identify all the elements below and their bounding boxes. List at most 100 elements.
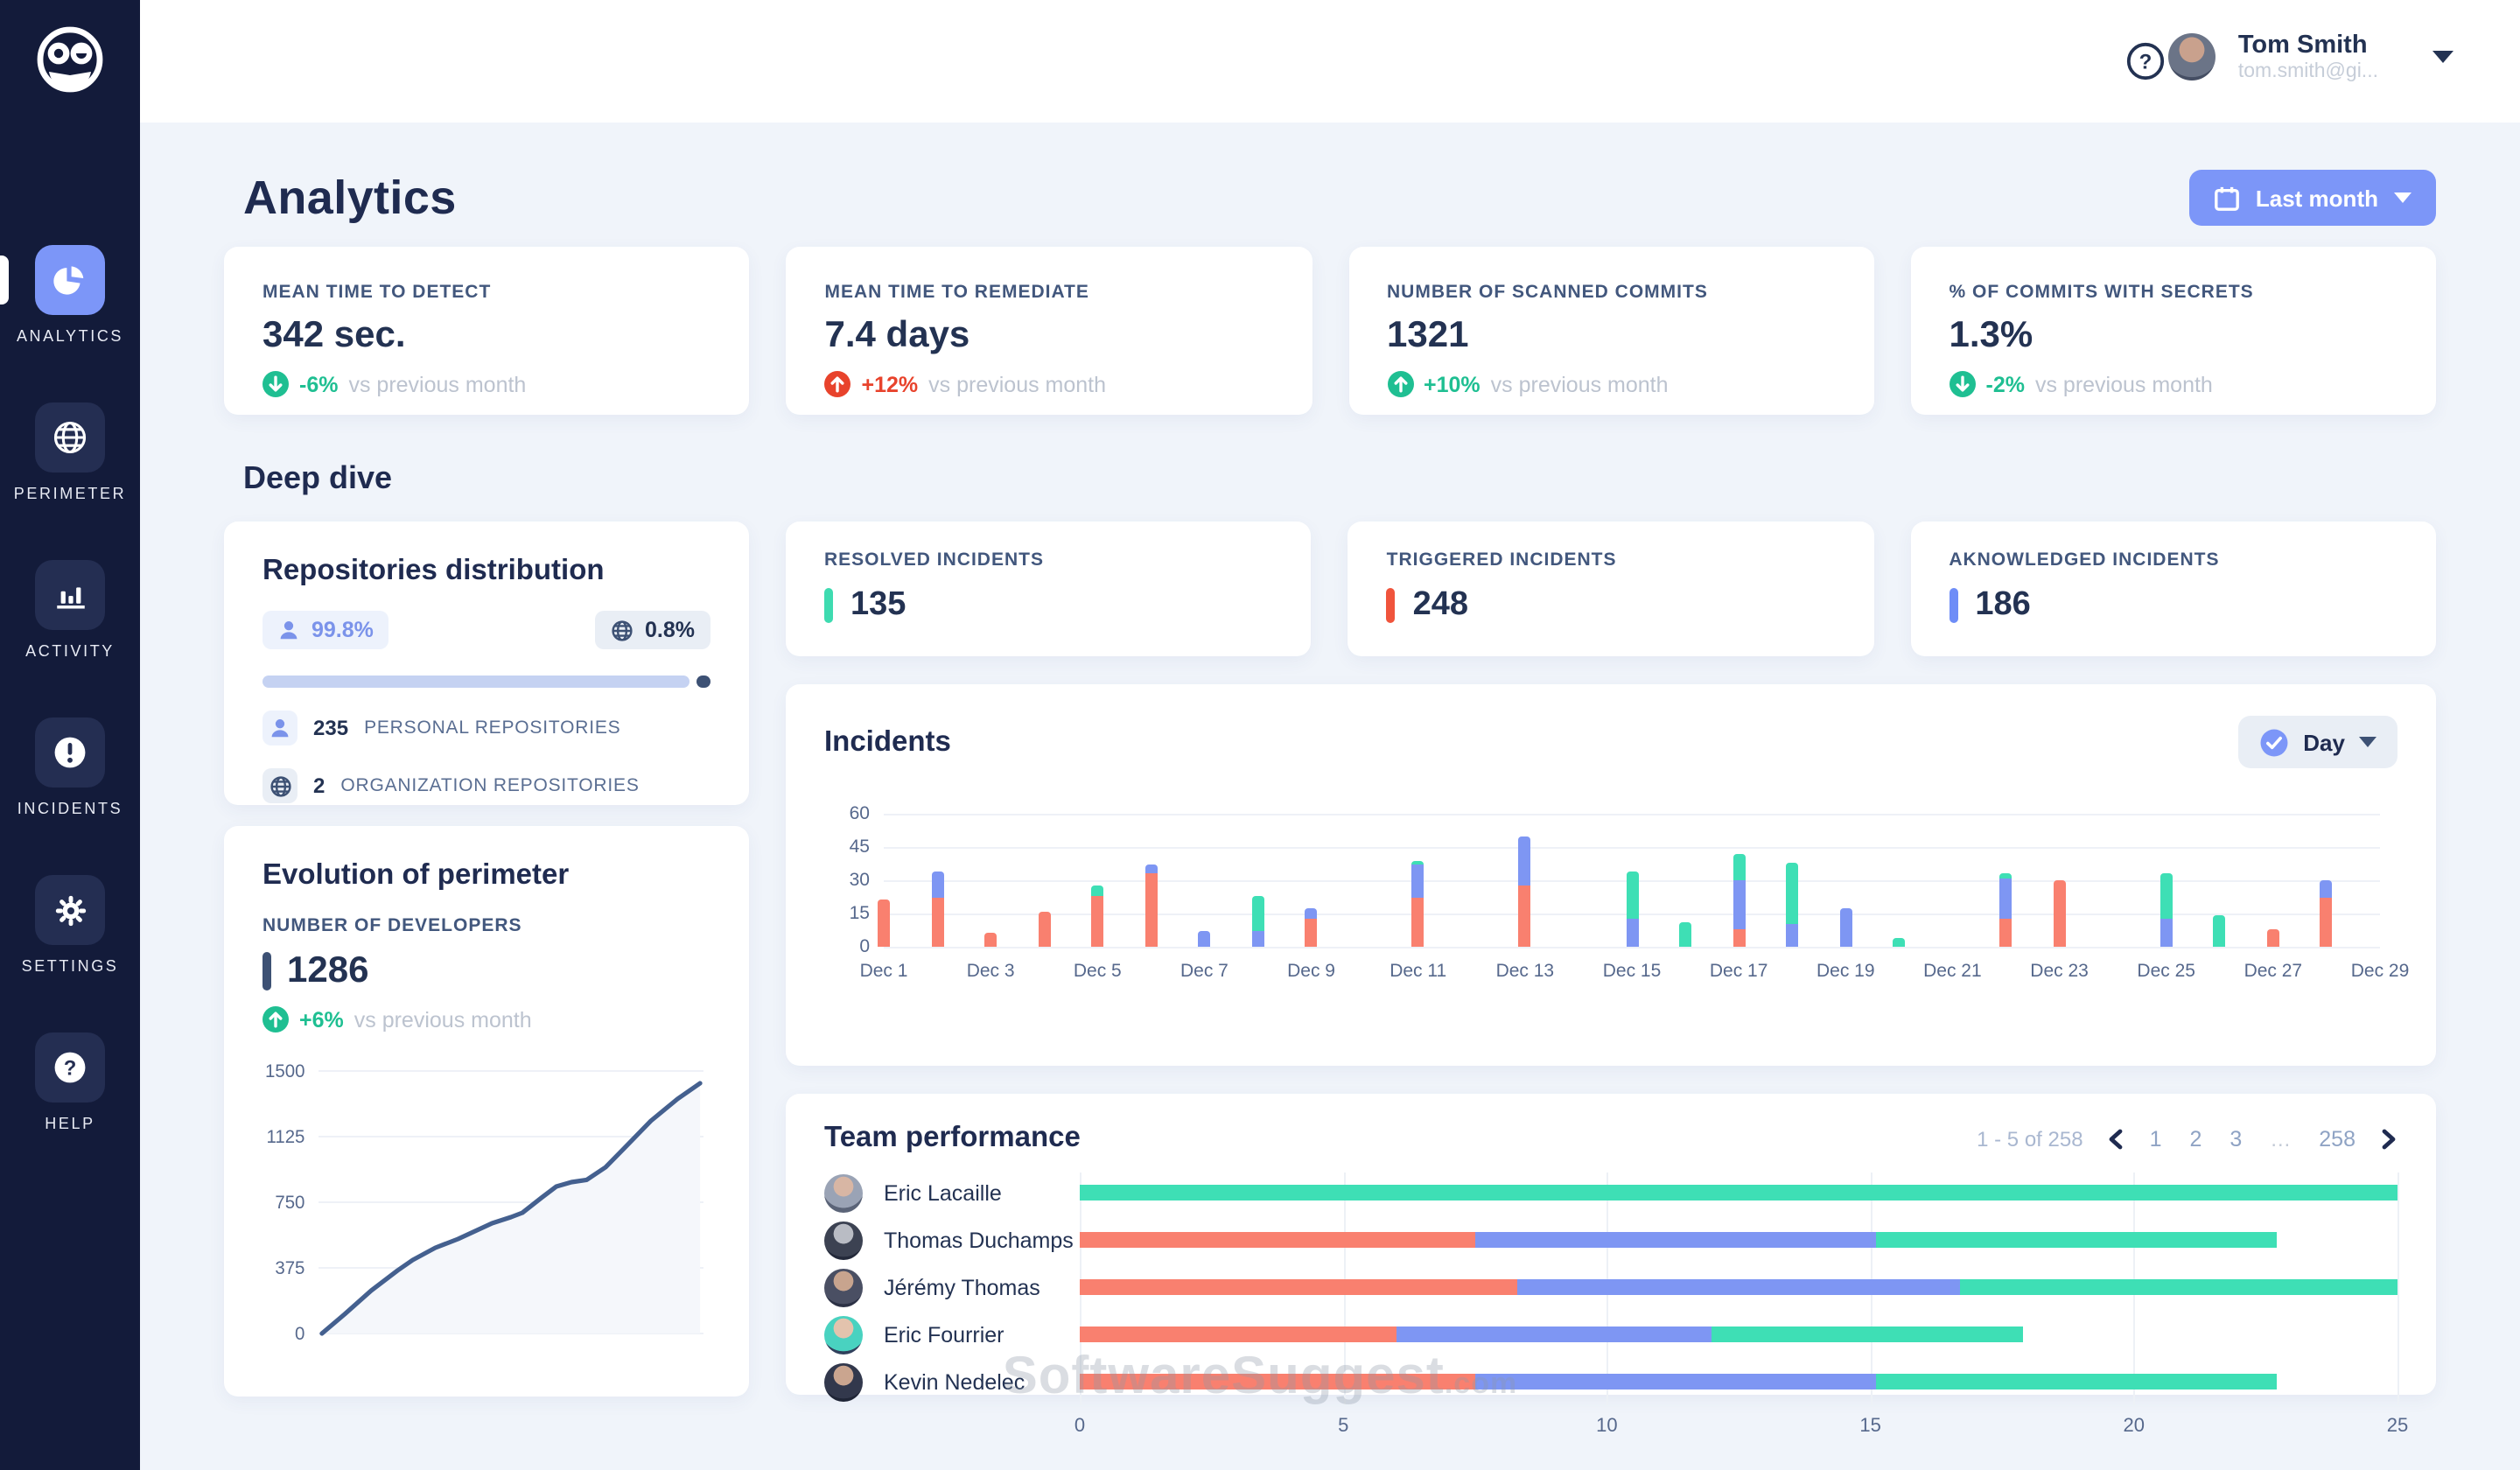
- line-area-fill: [321, 1083, 701, 1334]
- bar-segment: [1732, 880, 1746, 929]
- bar-segment: [1959, 1279, 2398, 1295]
- sidebar-item-settings[interactable]: SETTINGS: [22, 875, 119, 975]
- x-axis-tick-label: Dec 13: [1495, 961, 1555, 982]
- chevron-down-icon: [2359, 737, 2376, 747]
- bar-segment: [1305, 908, 1318, 919]
- sidebar-item-help[interactable]: ? HELP: [35, 1032, 105, 1132]
- x-axis-tick-label: Dec 17: [1709, 961, 1768, 982]
- incident-bar: [878, 900, 890, 947]
- sidebar-item-incidents[interactable]: INCIDENTS: [18, 718, 122, 817]
- team-member-bar: [1080, 1374, 2398, 1390]
- kpi-card: MEAN TIME TO REMEDIATE 7.4 days +12% vs …: [786, 247, 1312, 415]
- bar-segment: [1518, 836, 1531, 886]
- team-chart: Eric Lacaille Thomas Duchamps Jérémy Thoma…: [824, 1169, 2399, 1405]
- sidebar-item-perimeter[interactable]: PERIMETER: [14, 402, 126, 502]
- pagination-page-1[interactable]: 1: [2149, 1126, 2162, 1151]
- incident-bar: [931, 871, 944, 947]
- incident-bar: [2266, 928, 2279, 947]
- bar-segment: [1091, 885, 1104, 896]
- avatar: [2167, 33, 2216, 80]
- bar-segment: [1999, 878, 2012, 919]
- granularity-select[interactable]: Day: [2238, 716, 2398, 768]
- y-axis-tick-label: 45: [849, 836, 870, 858]
- pagination-page-3[interactable]: 3: [2230, 1126, 2243, 1151]
- stat-color-pill: [1386, 588, 1396, 623]
- evolution-of-perimeter-card: Evolution of perimeter NUMBER OF DEVELOP…: [224, 826, 749, 1396]
- kpi-delta-value: -6%: [299, 372, 339, 396]
- bar-segment: [931, 871, 944, 899]
- chevron-left-icon[interactable]: [2108, 1128, 2125, 1149]
- sidebar-item-label: SETTINGS: [21, 957, 119, 975]
- chart-gridline: [884, 814, 2380, 816]
- chevron-right-icon[interactable]: [2380, 1128, 2398, 1149]
- repositories-card-title: Repositories distribution: [262, 555, 605, 586]
- sidebar-item-activity[interactable]: ACTIVITY: [25, 560, 115, 660]
- bar-chart-icon: [52, 577, 88, 613]
- bar-segment: [1875, 1374, 2277, 1390]
- bar-segment: [2160, 918, 2173, 947]
- org-label: ORGANIZATION REPOSITORIES: [340, 775, 640, 796]
- sidebar-item-label: INCIDENTS: [17, 800, 123, 817]
- incident-bar: [1411, 860, 1424, 947]
- x-axis-tick-label: Dec 11: [1390, 961, 1447, 982]
- developers-value-pill: [262, 952, 271, 990]
- incident-bar: [1732, 853, 1746, 947]
- bar-segment: [1305, 918, 1318, 947]
- pagination-pages: 1 2 3 … 258: [2150, 1126, 2356, 1151]
- team-member-row: Kevin Nedelec: [824, 1358, 2398, 1405]
- incident-bar: [1198, 931, 1211, 947]
- bar-segment: [1474, 1232, 1876, 1248]
- bar-segment: [1474, 1374, 1876, 1390]
- arrow-up-circle-icon: [1387, 371, 1413, 397]
- sidebar-item-analytics[interactable]: ANALYTICS: [17, 245, 123, 345]
- avatar: [824, 1268, 863, 1306]
- org-pct-value: 0.8%: [645, 618, 695, 642]
- incident-bar: [1251, 895, 1264, 947]
- kpi-delta-suffix: vs previous month: [2034, 372, 2213, 396]
- team-member-bar: [1080, 1326, 2398, 1342]
- x-axis-tick-label: 20: [2123, 1416, 2146, 1437]
- repositories-distribution-card: Repositories distribution 99.8%: [224, 522, 749, 805]
- bar-segment: [1080, 1279, 1517, 1295]
- gitguardian-owl-logo[interactable]: [32, 21, 108, 110]
- calendar-icon: [2214, 185, 2240, 211]
- kpi-card: % OF COMMITS WITH SECRETS 1.3% -2% vs pr…: [1910, 247, 2436, 415]
- developers-metric-label: NUMBER OF DEVELOPERS: [262, 915, 522, 936]
- y-axis-tick-label: 0: [859, 936, 870, 957]
- date-range-button[interactable]: Last month: [2188, 170, 2436, 226]
- bar-segment: [1516, 1279, 1960, 1295]
- org-count: 2: [313, 774, 326, 798]
- incident-bar: [1305, 908, 1318, 947]
- granularity-value: Day: [2303, 729, 2345, 755]
- date-range-label: Last month: [2255, 185, 2378, 211]
- kpi-card: MEAN TIME TO DETECT 342 sec. -6% vs prev…: [224, 247, 750, 415]
- bar-segment: [1786, 924, 1799, 947]
- x-axis-tick-label: Dec 25: [2137, 961, 2195, 982]
- org-ratio-segment: [696, 676, 710, 688]
- kpi-label: MEAN TIME TO REMEDIATE: [824, 282, 1089, 303]
- sidebar-item-label: ACTIVITY: [25, 642, 115, 660]
- personal-label: PERSONAL REPOSITORIES: [364, 718, 621, 738]
- arrow-down-circle-icon: [262, 371, 289, 397]
- team-member-bar: [1080, 1279, 2398, 1295]
- pagination-page-2[interactable]: 2: [2189, 1126, 2202, 1151]
- active-item-notch: [0, 256, 9, 304]
- team-member-bar: [1080, 1185, 2398, 1200]
- pagination-page-258[interactable]: 258: [2319, 1126, 2356, 1151]
- incident-bar: [984, 933, 998, 947]
- stat-color-pill: [1949, 588, 1958, 623]
- x-axis-tick-label: 5: [1338, 1416, 1349, 1437]
- bar-segment: [2266, 928, 2279, 947]
- user-menu[interactable]: Tom Smith tom.smith@gi...: [2167, 32, 2454, 82]
- x-axis-tick-label: 0: [1074, 1416, 1086, 1437]
- bar-segment: [2160, 873, 2173, 919]
- pagination-ellipsis: …: [2270, 1126, 2292, 1151]
- y-axis-tick-label: 60: [849, 803, 870, 824]
- page-title: Analytics: [243, 171, 457, 223]
- svg-text:1500: 1500: [265, 1061, 304, 1082]
- kpi-delta-value: +10%: [1424, 372, 1480, 396]
- pagination: 1 - 5 of 258 1 2 3 … 258: [1977, 1126, 2398, 1151]
- incident-bar: [2213, 915, 2226, 947]
- incidents-chart-title: Incidents: [824, 725, 951, 757]
- help-icon[interactable]: ?: [2126, 42, 2165, 80]
